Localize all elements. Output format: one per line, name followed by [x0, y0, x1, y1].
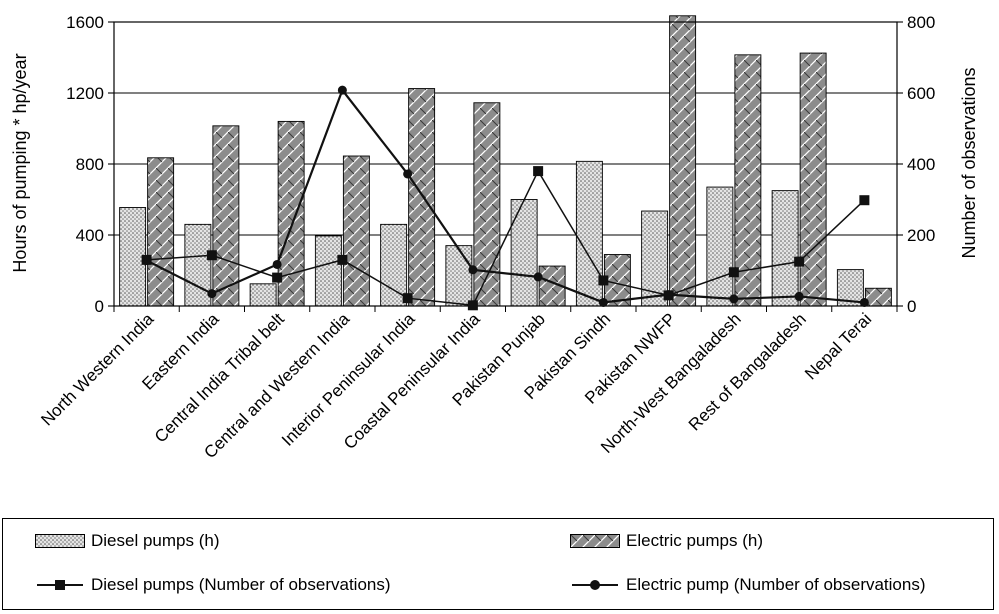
diesel-bar — [510, 199, 538, 307]
electric-bar — [734, 54, 762, 307]
x-tick-label: North Western India — [37, 309, 157, 429]
legend-label: Diesel pumps (h) — [91, 531, 220, 550]
y2-tick-label: 800 — [907, 13, 935, 32]
y-tick-label: 400 — [76, 226, 104, 245]
electric-obs-point — [729, 294, 739, 304]
y-axis-title: Hours of pumping * hp/year — [10, 53, 30, 272]
x-tick-label: Central India Tribal belt — [151, 309, 288, 446]
electric-obs-point — [403, 169, 413, 179]
legend-item-electric-line: Electric pump (Number of observations) — [570, 575, 926, 595]
legend: Diesel pumps (h) Electric pumps (h) Dies… — [2, 518, 994, 610]
legend-item-diesel-line: Diesel pumps (Number of observations) — [35, 575, 391, 595]
diesel-obs-point — [533, 166, 544, 177]
electric-bar — [864, 287, 892, 307]
electric-bar — [603, 254, 631, 307]
diesel-bar — [706, 186, 734, 307]
diesel-obs-point — [206, 250, 217, 261]
electric-obs-point — [468, 265, 478, 275]
y-tick-label: 1200 — [66, 84, 104, 103]
diesel-bar — [380, 223, 408, 307]
electric-bar — [669, 15, 697, 307]
electric-bar — [408, 88, 436, 307]
electric-obs-point — [598, 297, 608, 307]
legend-item-diesel-bar: Diesel pumps (h) — [35, 531, 220, 551]
diesel-bar — [119, 207, 147, 307]
y2-tick-label: 200 — [907, 226, 935, 245]
diesel-obs-point — [598, 275, 609, 286]
legend-item-electric-bar: Electric pumps (h) — [570, 531, 763, 551]
bars — [119, 15, 892, 307]
x-tick-label: Nepal Terai — [801, 309, 875, 383]
legend-label: Diesel pumps (Number of observations) — [91, 575, 391, 594]
y2-tick-label: 0 — [907, 297, 916, 316]
diesel-obs-line — [146, 169, 865, 307]
diesel-obs-point — [728, 267, 739, 278]
diesel-obs-point — [337, 254, 348, 265]
diesel-bar — [575, 160, 603, 307]
electric-obs-point — [533, 272, 543, 282]
electric-obs-point — [859, 297, 869, 307]
electric-obs-point — [664, 290, 674, 300]
x-tick-label: Rest of Bangaladesh — [685, 309, 810, 434]
electric-line-swatch — [572, 580, 618, 590]
electric-bar — [212, 125, 240, 307]
y-tick-label: 800 — [76, 155, 104, 174]
y2-tick-label: 600 — [907, 84, 935, 103]
diesel-obs-point — [794, 256, 805, 267]
diesel-bar-swatch — [35, 534, 85, 548]
legend-label: Electric pumps (h) — [626, 531, 763, 550]
diesel-obs-point — [402, 293, 413, 304]
y-tick-label: 0 — [95, 297, 104, 316]
diesel-bar — [445, 245, 473, 307]
electric-obs-point — [794, 291, 804, 301]
y-tick-label: 1600 — [66, 13, 104, 32]
diesel-line-swatch — [37, 580, 83, 590]
lines — [141, 85, 870, 311]
diesel-obs-point — [272, 272, 283, 283]
electric-bar — [147, 157, 175, 307]
electric-obs-point — [142, 256, 152, 266]
electric-obs-point — [337, 85, 347, 95]
electric-obs-point — [272, 259, 282, 269]
diesel-obs-point — [859, 195, 870, 206]
electric-obs-line — [146, 87, 865, 304]
electric-bar — [277, 120, 305, 307]
x-tick-label: Interior Peninsular India — [278, 309, 419, 450]
diesel-bar — [184, 223, 212, 307]
y2-tick-label: 400 — [907, 155, 935, 174]
legend-label: Electric pump (Number of observations) — [626, 575, 926, 594]
electric-obs-point — [207, 289, 217, 299]
electric-bar-swatch — [570, 534, 620, 548]
diesel-bar — [249, 283, 277, 307]
diesel-bar — [314, 235, 342, 307]
diesel-bar — [771, 190, 799, 307]
y2-axis-title: Number of observations — [959, 67, 979, 258]
electric-bar — [799, 52, 827, 307]
electric-bar — [342, 155, 370, 307]
diesel-obs-point — [467, 300, 478, 311]
